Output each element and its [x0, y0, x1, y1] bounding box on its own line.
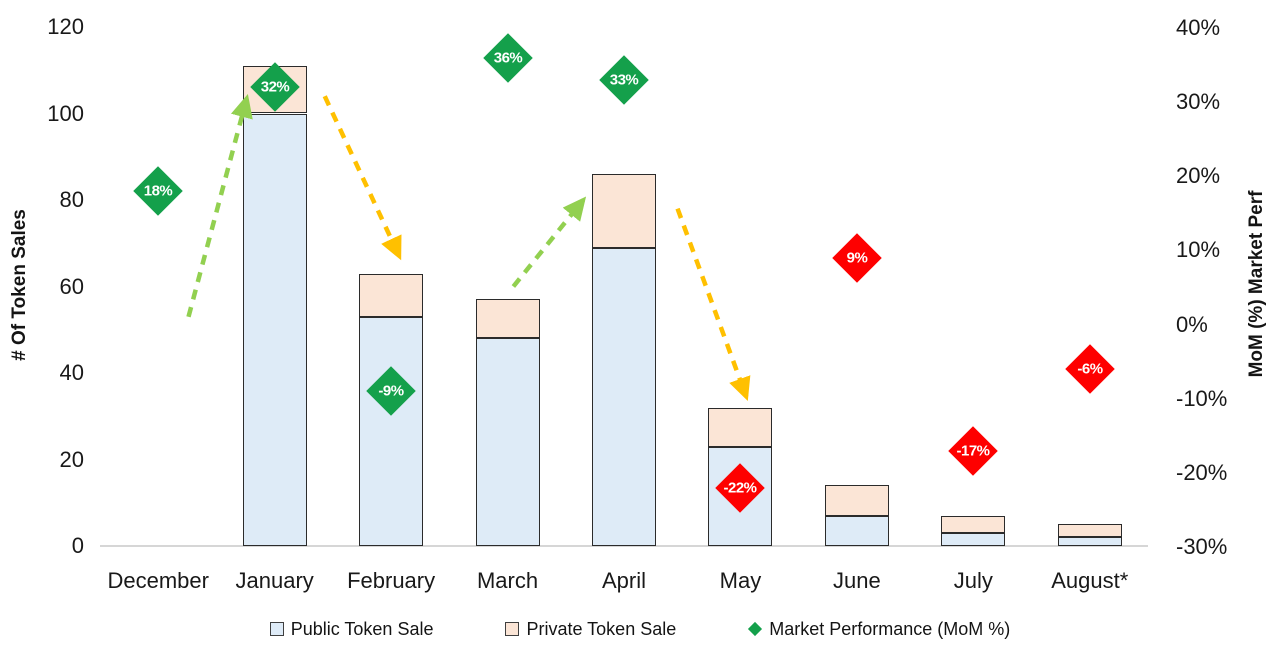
marker-value-label: -17% [956, 442, 990, 460]
market-performance-marker-august: -6% [1065, 344, 1115, 394]
x-axis-label-january: January [235, 568, 314, 593]
right-axis-tick: -30% [1176, 534, 1228, 559]
public-token-sale-bar-april [592, 247, 656, 546]
public-token-sale-bar-july [941, 533, 1006, 546]
marker-value-label: 9% [846, 249, 868, 267]
private-token-sale-bar-may [708, 407, 773, 447]
public-token-sale-bar-june [824, 515, 889, 546]
legend-label: Market Performance (MoM %) [769, 618, 1011, 639]
market-performance-marker-june: 9% [832, 233, 882, 283]
right-axis-tick: 30% [1176, 89, 1221, 115]
marker-value-label: 18% [143, 182, 173, 200]
right-axis-tick: 10% [1176, 237, 1221, 263]
left-axis-tick: 0 [71, 533, 84, 558]
left-axis-tick: 120 [47, 14, 84, 39]
marker-value-label: 36% [493, 49, 522, 67]
public-token-sale-bar-march [475, 338, 540, 546]
legend-diamond-icon [748, 621, 763, 637]
public-token-sale-bar-january [242, 113, 307, 546]
marker-value-label: 32% [260, 78, 289, 96]
marker-value-label: -9% [378, 382, 404, 400]
marker-value-label: 33% [609, 71, 639, 89]
legend-square-icon [269, 622, 284, 636]
right-axis-tick: 20% [1176, 163, 1221, 189]
x-axis-label-july: July [953, 568, 993, 593]
private-token-sale-bar-april [592, 174, 656, 248]
legend-item-public-token-sale: Public Token Sale [269, 618, 434, 640]
private-token-sale-bar-march [475, 299, 540, 339]
legend-item-market-performance-mom: Market Performance (MoM %) [748, 619, 1010, 640]
legend-label: Private Token Sale [526, 618, 677, 639]
x-axis-label-february: February [347, 568, 436, 593]
x-axis-label-march: March [476, 568, 539, 593]
market-performance-marker-december: 18% [133, 166, 183, 216]
x-axis-label-august: August* [1051, 568, 1129, 593]
public-token-sale-bar-february [359, 316, 424, 546]
x-axis-label-may: May [719, 568, 762, 593]
legend-item-private-token-sale: Private Token Sale [505, 619, 676, 640]
legend: Public Token Sale Private Token Sale Marke… [0, 616, 1280, 642]
x-axis-label-june: June [833, 568, 881, 593]
private-token-sale-bar-july [941, 515, 1006, 534]
private-token-sale-bar-june [824, 485, 889, 516]
right-axis-tick: 40% [1176, 15, 1221, 40]
left-axis-tick: 20 [59, 446, 84, 472]
marker-value-label: -22% [723, 479, 757, 497]
market-performance-marker-april: 33% [599, 55, 649, 105]
right-axis-tick: -10% [1176, 385, 1228, 411]
up-trend-arrow [186, 94, 253, 318]
left-axis-tick: 80 [59, 187, 84, 212]
private-token-sale-bar-february [359, 273, 424, 317]
private-token-sale-bar-august [1057, 524, 1122, 538]
up-trend-arrow [511, 196, 587, 288]
x-axis-label-april: April [601, 568, 647, 593]
right-axis-tick: -20% [1176, 459, 1228, 485]
x-axis-line [100, 545, 1148, 547]
legend-square-icon [505, 622, 520, 636]
left-axis-tick: 40 [59, 360, 84, 385]
market-performance-marker-july: -17% [948, 425, 999, 476]
right-axis-tick: 0% [1176, 311, 1208, 337]
left-axis-tick: 60 [59, 273, 84, 299]
down-trend-arrow [675, 207, 751, 402]
down-trend-arrow [322, 95, 402, 261]
marker-value-label: -6% [1077, 360, 1103, 378]
right-axis-title: MoM (%) Market Perf [1246, 190, 1267, 378]
market-performance-marker-march: 36% [482, 32, 533, 83]
x-axis-label-december: December [107, 568, 209, 593]
left-axis-tick: 100 [47, 100, 84, 126]
public-token-sale-bar-august [1057, 537, 1122, 546]
legend-label: Public Token Sale [290, 618, 434, 639]
